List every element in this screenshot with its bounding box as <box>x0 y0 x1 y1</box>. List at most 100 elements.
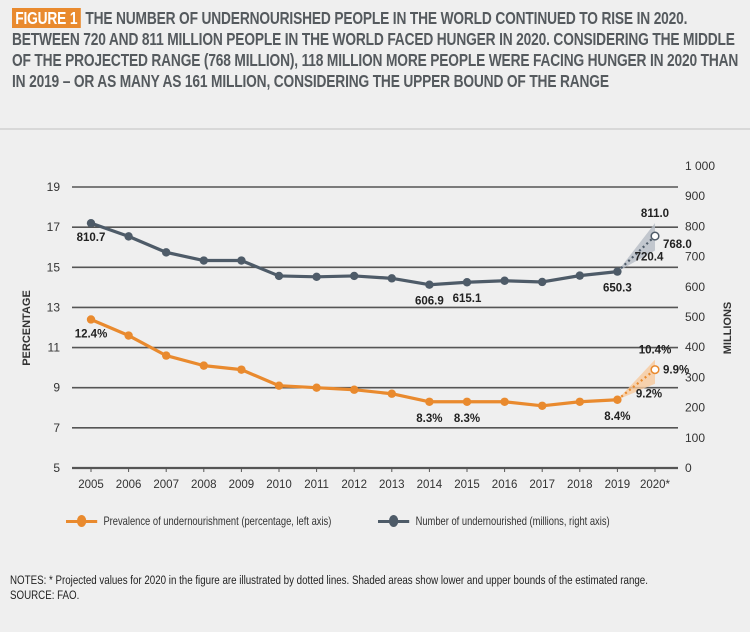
x-tick-label: 2015 <box>454 479 480 491</box>
prevalence-point <box>162 351 171 360</box>
prevalence-point <box>538 401 547 410</box>
right-tick-label: 300 <box>685 370 705 384</box>
prevalence-data-label: 8.4% <box>604 411 630 423</box>
right-tick-label: 200 <box>685 401 705 415</box>
figure-title: FIGURE 1 THE NUMBER OF UNDERNOURISHED PEO… <box>12 8 742 92</box>
number-range-band <box>617 223 655 272</box>
series-lines <box>90 221 656 408</box>
prevalence-range-band <box>617 359 655 400</box>
number-data-label: 650.3 <box>603 283 632 295</box>
x-tick-label: 2017 <box>529 479 555 491</box>
x-tick-label: 2018 <box>567 479 593 491</box>
number-data-label: 811.0 <box>641 208 669 220</box>
number-data-label: 768.0 <box>663 239 692 251</box>
figure-notes: NOTES: * Projected values for 2020 in th… <box>10 573 730 603</box>
x-tick-label: 2014 <box>417 479 443 491</box>
x-tick-label: 2016 <box>492 479 518 491</box>
left-tick-label: 13 <box>47 300 61 314</box>
prevalence-point <box>350 385 359 394</box>
left-tick-label: 5 <box>53 461 60 475</box>
number-data-label: 810.7 <box>77 232 106 244</box>
prevalence-data-label: 10.4% <box>639 345 672 357</box>
number-point <box>162 248 171 257</box>
left-tick-label: 15 <box>47 260 61 274</box>
number-point <box>462 278 472 287</box>
legend-item-number: Number of undernourished (millions, righ… <box>378 514 610 528</box>
gridlines <box>72 186 678 470</box>
prevalence-point <box>462 397 472 406</box>
x-tick-label: 2012 <box>341 479 367 491</box>
prevalence-point <box>312 383 321 392</box>
legend-item-prevalence: Prevalence of undernourishment (percenta… <box>66 514 331 528</box>
number-point <box>86 218 96 228</box>
prevalence-point <box>425 397 434 406</box>
prevalence-point <box>613 395 622 404</box>
x-tick-label: 2007 <box>153 479 179 491</box>
number-data-label: 720.4 <box>635 251 664 263</box>
x-tick-label: 2006 <box>116 479 142 491</box>
x-tick-label: 2013 <box>379 479 405 491</box>
figure-title-text: THE NUMBER OF UNDERNOURISHED PEOPLE IN T… <box>12 8 739 91</box>
number-data-label: 615.1 <box>453 293 482 305</box>
x-tick-label: 2008 <box>191 479 217 491</box>
prevalence-data-label: 9.9% <box>663 365 689 377</box>
x-tick-label: 2019 <box>605 479 631 491</box>
number-point <box>237 256 246 265</box>
legend-label-prevalence: Prevalence of undernourishment (percenta… <box>103 514 332 528</box>
number-projected-point <box>650 231 660 241</box>
prevalence-data-label: 8.3% <box>416 413 442 425</box>
right-tick-label: 600 <box>685 280 705 294</box>
prevalence-data-label: 12.4% <box>75 328 108 340</box>
right-axis-ticks: 0 100 200 300 400 500 600 700 800 900 1 000 <box>685 159 715 475</box>
legend-label-number: Number of undernourished (millions, righ… <box>415 514 610 528</box>
right-tick-label: 400 <box>685 340 705 354</box>
left-tick-label: 19 <box>47 180 61 194</box>
right-axis-label: MILLIONS <box>722 302 734 355</box>
number-point <box>500 276 509 285</box>
header-divider <box>0 128 750 130</box>
prevalence-point <box>86 315 96 324</box>
prevalence-point <box>124 331 133 340</box>
x-axis-ticks: 2005 2006 2007 2008 2009 2010 2011 2012 2013 2014… <box>78 468 671 491</box>
prevalence-projected-point <box>650 365 660 375</box>
prevalence-point <box>199 361 208 370</box>
chart-legend: Prevalence of undernourishment (percenta… <box>66 514 656 528</box>
notes-text: NOTES: * Projected values for 2020 in th… <box>10 573 648 587</box>
x-tick-label: 2010 <box>266 479 292 491</box>
right-tick-label: 1 000 <box>685 159 715 173</box>
number-point <box>124 232 133 241</box>
right-tick-label: 100 <box>685 431 705 445</box>
prevalence-point <box>575 397 584 406</box>
number-point <box>425 280 434 289</box>
series-points <box>86 218 660 410</box>
line-chart: 5 7 9 11 13 15 17 19 0 100 200 300 400 500 600 700 800 9… <box>21 159 734 491</box>
left-tick-label: 7 <box>53 421 60 435</box>
source-text: SOURCE: FAO. <box>10 588 80 602</box>
number-point <box>575 271 584 280</box>
right-tick-label: 800 <box>685 219 705 233</box>
left-axis-label: PERCENTAGE <box>21 290 33 366</box>
legend-swatch-prevalence <box>66 515 98 527</box>
right-tick-label: 500 <box>685 310 705 324</box>
number-point <box>538 277 547 287</box>
number-projected-line <box>616 235 656 273</box>
projection-bands <box>617 223 655 400</box>
prevalence-point <box>274 381 284 390</box>
number-point <box>312 272 321 282</box>
right-tick-label: 0 <box>685 461 692 475</box>
number-point <box>274 271 284 281</box>
number-point <box>387 274 396 283</box>
right-tick-label: 700 <box>685 250 705 264</box>
number-data-label: 606.9 <box>415 296 444 308</box>
prevalence-projected-line <box>616 368 656 401</box>
right-tick-label: 900 <box>685 189 705 203</box>
figure-badge: FIGURE 1 <box>12 8 81 28</box>
data-labels: 12.4% 8.3% 8.3% 8.4% 9.9% 10.4% 9.2% 810.7 606.9… <box>75 208 692 425</box>
prevalence-point <box>387 389 396 398</box>
left-axis-ticks: 5 7 9 11 13 15 17 19 <box>47 180 61 475</box>
x-tick-label: 2011 <box>304 479 329 491</box>
left-tick-label: 17 <box>47 220 61 234</box>
prevalence-point <box>500 397 509 406</box>
x-tick-label: 2009 <box>229 479 255 491</box>
prevalence-point <box>237 365 246 374</box>
